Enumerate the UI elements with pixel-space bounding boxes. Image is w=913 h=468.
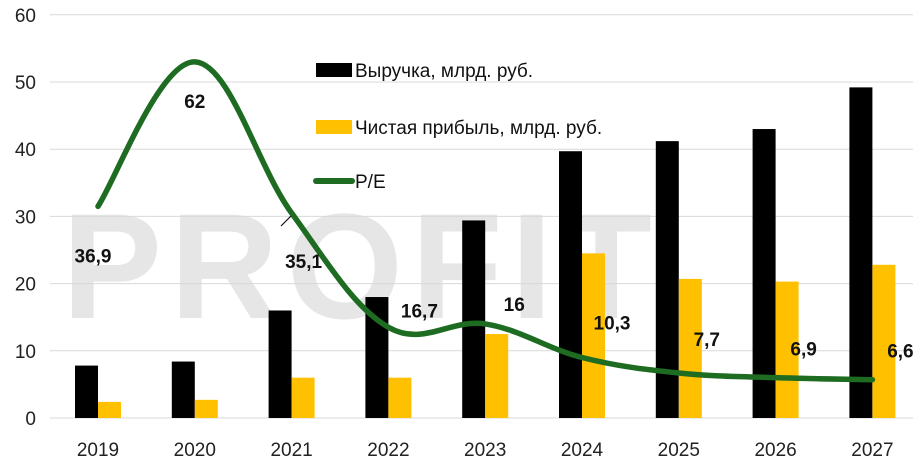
revenue-bar <box>752 129 776 419</box>
legend-profit-label: Чистая прибыль, млрд. руб. <box>355 118 602 139</box>
watermark: PROFIT <box>62 182 660 350</box>
legend-pe-label: P/E <box>355 172 386 193</box>
y-tick-label: 40 <box>15 140 36 161</box>
y-tick-label: 30 <box>15 207 36 228</box>
pe-line <box>95 59 876 383</box>
legend-revenue-swatch <box>316 63 352 77</box>
x-tick-label: 2021 <box>270 440 312 461</box>
legend: Выручка, млрд. руб. Чистая прибыль, млрд… <box>313 61 602 193</box>
revenue-bar <box>268 310 292 418</box>
profit-bar <box>678 278 702 418</box>
revenue-bar <box>655 141 679 419</box>
pe-data-label: 10,3 <box>594 314 631 335</box>
profit-bar <box>291 377 315 418</box>
pe-data-label: 16 <box>504 295 525 316</box>
bars <box>75 87 896 419</box>
pe-data-label: 7,7 <box>694 330 720 351</box>
x-tick-label: 2020 <box>174 440 216 461</box>
profit-bar <box>582 253 605 418</box>
profit-bar <box>194 399 218 418</box>
leader-line <box>280 215 292 227</box>
profit-bar <box>388 377 412 418</box>
x-tick-label: 2019 <box>77 440 119 461</box>
pe-data-label: 36,9 <box>75 246 112 267</box>
pe-line-path <box>95 59 876 383</box>
pe-data-label: 6,9 <box>790 340 816 361</box>
pe-data-label: 6,6 <box>887 342 913 363</box>
x-tick-label: 2022 <box>367 440 409 461</box>
legend-revenue-label: Выручка, млрд. руб. <box>355 61 533 82</box>
y-tick-label: 50 <box>15 73 36 94</box>
profit-bar <box>775 281 799 418</box>
revenue-bar <box>171 361 195 418</box>
x-tick-label: 2024 <box>561 440 604 461</box>
revenue-bar <box>849 87 873 418</box>
pe-data-label: 35,1 <box>285 252 322 273</box>
profit-bar <box>485 334 509 418</box>
watermark-text: PROFIT <box>62 182 660 350</box>
revenue-bar <box>559 151 582 418</box>
y-axis: 0 10 20 30 40 50 60 <box>15 6 36 430</box>
pe-data-label: 62 <box>184 92 205 113</box>
pe-data-label: 16,7 <box>401 301 438 322</box>
y-tick-label: 20 <box>15 275 36 296</box>
y-tick-label: 10 <box>15 342 36 363</box>
legend-profit-swatch <box>316 120 352 134</box>
x-axis: 2019 2020 2021 2022 2023 2024 2025 2026 2027 <box>77 440 894 461</box>
revenue-bar <box>365 297 389 418</box>
profit-bar <box>98 401 121 418</box>
x-tick-label: 2025 <box>658 440 700 461</box>
pe-data-labels: 36,9 62 35,1 16,7 16 10,3 7,7 6,9 6,6 <box>75 92 913 363</box>
y-tick-label: 0 <box>25 409 36 430</box>
x-tick-label: 2026 <box>754 440 796 461</box>
x-tick-label: 2027 <box>851 440 893 461</box>
x-tick-label: 2023 <box>464 440 506 461</box>
y-tick-label: 60 <box>15 6 36 27</box>
profit-bar <box>872 264 896 418</box>
revenue-bar <box>462 220 486 418</box>
revenue-bar <box>75 365 98 418</box>
